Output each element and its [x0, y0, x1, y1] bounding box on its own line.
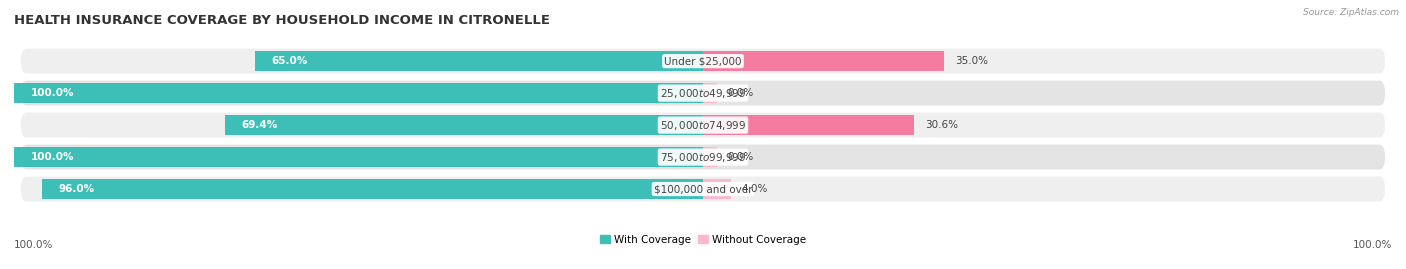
Text: Under $25,000: Under $25,000: [664, 56, 742, 66]
Text: $50,000 to $74,999: $50,000 to $74,999: [659, 119, 747, 132]
FancyBboxPatch shape: [21, 81, 1385, 105]
Bar: [703, 115, 914, 135]
Bar: [703, 51, 945, 71]
Bar: [14, 147, 703, 167]
Text: 65.0%: 65.0%: [271, 56, 308, 66]
Bar: [703, 179, 731, 199]
Text: 4.0%: 4.0%: [741, 184, 768, 194]
FancyBboxPatch shape: [21, 113, 1385, 137]
Text: 0.0%: 0.0%: [728, 88, 754, 98]
Text: 100.0%: 100.0%: [1353, 240, 1392, 250]
FancyBboxPatch shape: [21, 176, 1385, 201]
Text: 100.0%: 100.0%: [31, 152, 75, 162]
Text: $75,000 to $99,999: $75,000 to $99,999: [659, 151, 747, 164]
Bar: [42, 179, 703, 199]
Text: 100.0%: 100.0%: [14, 240, 53, 250]
Text: HEALTH INSURANCE COVERAGE BY HOUSEHOLD INCOME IN CITRONELLE: HEALTH INSURANCE COVERAGE BY HOUSEHOLD I…: [14, 14, 550, 27]
Text: 30.6%: 30.6%: [925, 120, 957, 130]
Text: 0.0%: 0.0%: [728, 152, 754, 162]
Text: $100,000 and over: $100,000 and over: [654, 184, 752, 194]
Bar: [703, 147, 717, 167]
Bar: [703, 83, 717, 103]
Text: 69.4%: 69.4%: [242, 120, 277, 130]
Bar: [225, 115, 703, 135]
Text: Source: ZipAtlas.com: Source: ZipAtlas.com: [1303, 8, 1399, 17]
Text: 100.0%: 100.0%: [31, 88, 75, 98]
Bar: [14, 83, 703, 103]
Text: $25,000 to $49,999: $25,000 to $49,999: [659, 87, 747, 100]
Text: 35.0%: 35.0%: [955, 56, 988, 66]
Bar: [256, 51, 703, 71]
Legend: With Coverage, Without Coverage: With Coverage, Without Coverage: [596, 230, 810, 249]
FancyBboxPatch shape: [21, 49, 1385, 74]
Text: 96.0%: 96.0%: [58, 184, 94, 194]
FancyBboxPatch shape: [21, 145, 1385, 169]
